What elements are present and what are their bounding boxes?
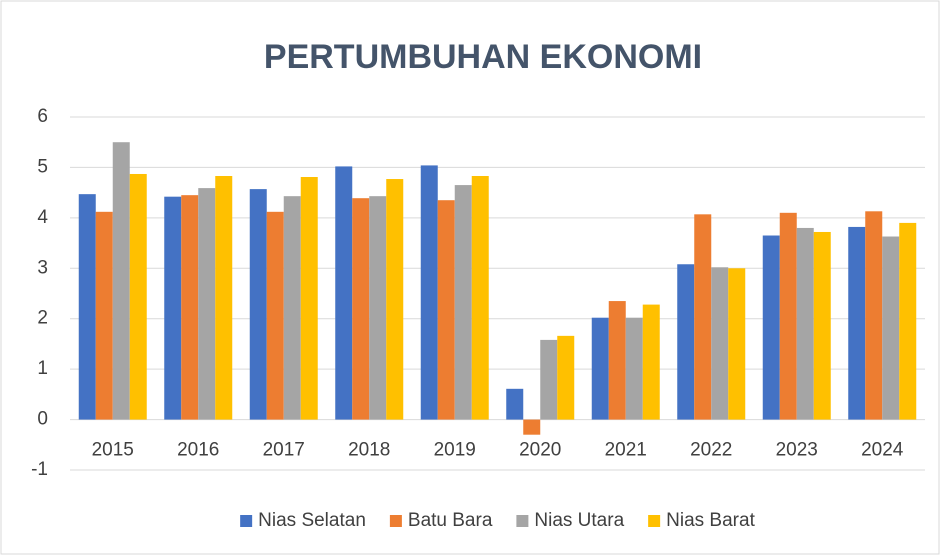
y-tick-label: 1 [37, 358, 48, 379]
bar [335, 166, 353, 420]
y-tick-label: -1 [31, 459, 48, 480]
bar [369, 196, 387, 420]
bar [625, 317, 643, 420]
y-tick-label: 5 [37, 156, 48, 177]
bar [642, 304, 660, 420]
bar [249, 189, 267, 420]
bar [352, 198, 370, 420]
bar [711, 267, 729, 420]
x-tick-label: 2015 [92, 440, 134, 461]
bar [266, 211, 284, 420]
legend-label: Batu Bara [408, 510, 493, 531]
bar [78, 194, 96, 420]
legend-label: Nias Selatan [258, 510, 366, 531]
bar [728, 268, 746, 420]
bar [899, 222, 917, 420]
bar [506, 388, 524, 420]
bar [386, 179, 404, 420]
bar [454, 185, 472, 420]
bar [420, 165, 438, 420]
chart-title: PERTUMBUHAN EKONOMI [264, 38, 702, 76]
y-tick-label: 0 [37, 409, 48, 430]
x-tick-label: 2017 [263, 440, 305, 461]
bar [540, 339, 558, 420]
bar [694, 214, 712, 420]
bar [181, 195, 199, 420]
bar [215, 176, 233, 420]
x-tick-label: 2020 [519, 440, 561, 461]
legend-swatch [389, 515, 402, 527]
bar [557, 335, 575, 420]
bar [796, 227, 814, 420]
bar [779, 212, 797, 420]
bar [608, 301, 626, 420]
bar [129, 173, 147, 420]
legend-label: Nias Utara [534, 510, 624, 531]
bar [112, 142, 130, 420]
legend-swatch [516, 515, 529, 527]
legend-label: Nias Barat [666, 510, 755, 531]
x-tick-label: 2016 [177, 440, 219, 461]
x-tick-label: 2024 [861, 440, 904, 461]
bar [164, 196, 182, 420]
bar [198, 188, 216, 420]
bar [813, 231, 831, 420]
bar [437, 200, 455, 420]
y-tick-label: 2 [37, 308, 48, 329]
x-tick-label: 2018 [348, 440, 390, 461]
y-tick-label: 6 [37, 106, 48, 127]
bar [762, 235, 780, 420]
x-tick-label: 2023 [776, 440, 818, 461]
x-tick-label: 2021 [605, 440, 647, 461]
bar [591, 317, 609, 420]
y-tick-label: 4 [37, 207, 48, 228]
legend-swatch [648, 515, 661, 527]
x-tick-label: 2022 [690, 440, 732, 461]
bar [865, 211, 883, 420]
bar [300, 177, 318, 420]
legend-swatch [240, 515, 253, 527]
bar [848, 226, 866, 420]
bar [283, 196, 301, 420]
bar [471, 176, 489, 420]
bar [523, 419, 541, 435]
bar [677, 264, 695, 420]
y-tick-label: 3 [37, 257, 48, 278]
bar [882, 236, 900, 420]
bar [95, 211, 113, 420]
x-tick-label: 2019 [434, 440, 476, 461]
